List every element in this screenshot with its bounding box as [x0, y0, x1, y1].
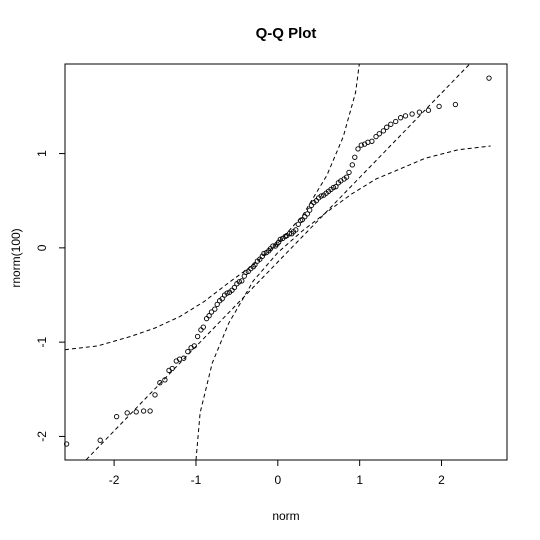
- data-point: [224, 290, 230, 296]
- data-point: [124, 410, 130, 416]
- data-point: [307, 207, 313, 213]
- data-point: [286, 231, 292, 237]
- data-point: [277, 236, 283, 243]
- data-point: [302, 214, 308, 220]
- data-point: [214, 301, 220, 308]
- y-axis-label: rnorm(100): [9, 228, 23, 287]
- data-point: [369, 138, 375, 144]
- data-points: [63, 75, 492, 447]
- data-point: [169, 365, 175, 372]
- data-point: [346, 169, 352, 176]
- x-tick-label: 2: [438, 473, 445, 487]
- data-point: [333, 183, 339, 190]
- data-point: [162, 377, 168, 383]
- data-point: [231, 284, 238, 291]
- x-tick-label: -2: [109, 473, 120, 487]
- data-point: [388, 121, 394, 127]
- data-point: [409, 111, 415, 117]
- x-axis-label: norm: [272, 509, 299, 523]
- data-point: [384, 124, 390, 130]
- lower-confidence-band: [195, 145, 491, 460]
- data-point: [343, 174, 350, 180]
- data-point: [452, 101, 459, 108]
- data-point: [203, 315, 210, 322]
- data-point: [191, 343, 197, 349]
- data-point: [252, 262, 258, 268]
- data-point: [208, 309, 215, 315]
- data-point: [63, 441, 70, 447]
- data-point: [147, 408, 153, 414]
- data-point: [318, 193, 324, 199]
- data-point: [198, 327, 204, 333]
- data-point: [308, 202, 315, 209]
- x-tick-label: -1: [191, 473, 202, 487]
- data-point: [486, 75, 492, 81]
- data-point: [133, 409, 139, 415]
- data-point: [402, 113, 409, 119]
- data-point: [416, 109, 423, 115]
- data-point: [295, 221, 301, 227]
- y-tick-label: -2: [35, 431, 49, 442]
- data-point: [330, 184, 337, 191]
- data-point: [239, 278, 245, 284]
- data-point: [97, 437, 103, 443]
- data-point: [261, 250, 267, 257]
- data-point: [393, 118, 399, 125]
- data-point: [206, 313, 212, 319]
- data-point: [304, 211, 310, 217]
- x-tick-label: 0: [274, 473, 281, 487]
- x-tick-label: 1: [356, 473, 363, 487]
- data-point: [181, 355, 187, 361]
- data-point: [270, 243, 276, 249]
- y-tick-label: 0: [35, 244, 49, 251]
- data-point: [140, 408, 147, 414]
- data-point: [355, 146, 361, 152]
- y-tick-label: -1: [35, 336, 49, 347]
- data-point: [212, 306, 218, 312]
- data-point: [380, 128, 387, 134]
- data-point: [200, 324, 206, 330]
- y-axis: -2 -1 0 1: [35, 150, 65, 442]
- data-point: [243, 269, 249, 276]
- data-point: [397, 115, 404, 121]
- data-point: [349, 162, 355, 168]
- data-point: [352, 154, 358, 160]
- data-point: [293, 227, 299, 233]
- x-axis: -2 -1 0 1 2: [109, 460, 445, 487]
- data-point: [425, 107, 432, 113]
- data-point: [358, 142, 364, 148]
- data-point: [113, 413, 120, 420]
- reference-line-group: [85, 64, 471, 460]
- y-tick-label: 1: [35, 150, 49, 157]
- plot-frame: [64, 63, 508, 461]
- upper-confidence-band: [65, 64, 360, 351]
- data-point: [157, 380, 163, 386]
- data-point: [219, 296, 225, 302]
- chart-title: Q-Q Plot: [256, 25, 317, 42]
- data-point: [236, 279, 242, 285]
- reference-line: [85, 64, 471, 460]
- data-point: [259, 253, 265, 259]
- data-point: [152, 392, 158, 398]
- data-point: [373, 133, 379, 140]
- data-point: [376, 131, 382, 137]
- data-point: [436, 103, 442, 110]
- confidence-bands: [65, 64, 491, 460]
- data-point: [194, 333, 201, 340]
- data-point: [185, 348, 191, 355]
